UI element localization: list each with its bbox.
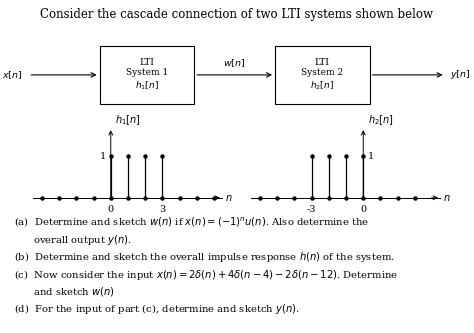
Text: $n$: $n$ [443,193,451,203]
Text: $y[n]$: $y[n]$ [450,68,471,81]
Text: (c)  Now consider the input $x(n)=2\delta(n)+4\delta(n-4)-2\delta(n-12)$. Determ: (c) Now consider the input $x(n)=2\delta… [14,268,398,282]
Text: 1: 1 [100,152,107,161]
Text: 1: 1 [367,152,374,161]
Text: -3: -3 [307,205,316,214]
Text: $h_2[n]$: $h_2[n]$ [367,113,393,127]
Text: 0: 0 [108,205,114,214]
Text: (a)  Determine and sketch $w(n)$ if $x(n)=(-1)^n u(n)$. Also determine the: (a) Determine and sketch $w(n)$ if $x(n)… [14,216,370,229]
Text: $x[n]$: $x[n]$ [2,69,23,81]
Text: LTI
System 2
$h_2[n]$: LTI System 2 $h_2[n]$ [301,58,343,92]
Text: (b)  Determine and sketch the overall impulse response $h(n)$ of the system.: (b) Determine and sketch the overall imp… [14,250,395,264]
Text: $n$: $n$ [225,193,233,203]
Text: 0: 0 [360,205,366,214]
Text: Consider the cascade connection of two LTI systems shown below: Consider the cascade connection of two L… [40,8,434,21]
Text: 3: 3 [159,205,165,214]
Text: (d)  For the input of part (c), determine and sketch $y(n)$.: (d) For the input of part (c), determine… [14,302,300,316]
FancyBboxPatch shape [275,46,370,104]
Text: $w[n]$: $w[n]$ [223,58,246,69]
FancyBboxPatch shape [100,46,194,104]
Text: overall output $y(n)$.: overall output $y(n)$. [14,233,132,247]
Text: $h_1[n]$: $h_1[n]$ [115,113,141,127]
Text: LTI
System 1
$h_1[n]$: LTI System 1 $h_1[n]$ [126,58,168,92]
Text: and sketch $w(n)$: and sketch $w(n)$ [14,285,115,298]
